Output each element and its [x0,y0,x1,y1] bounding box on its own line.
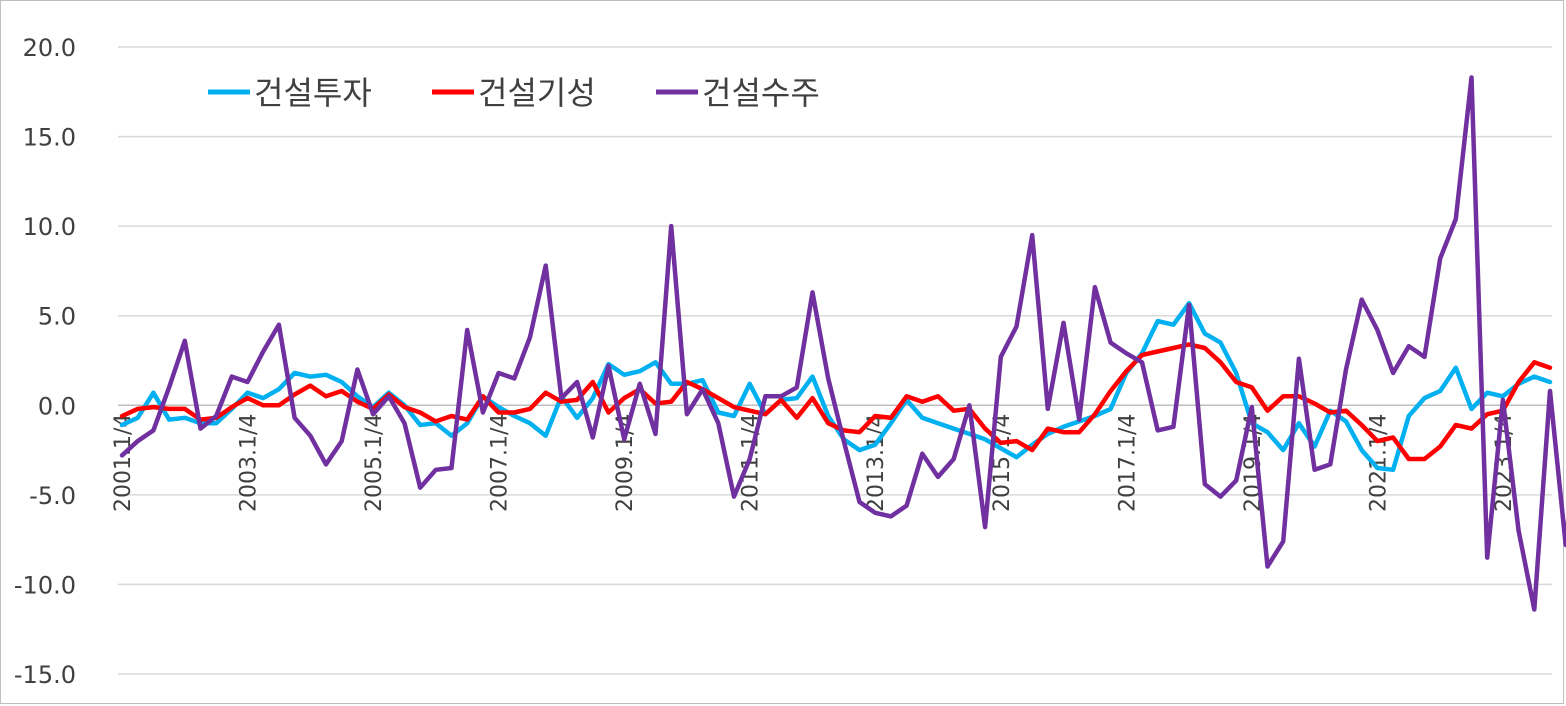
gridlines [118,46,1552,675]
y-tick-label: -10.0 [14,571,76,599]
y-tick-label: -15.0 [14,661,76,689]
y-tick-label: 5.0 [38,303,76,331]
y-tick-label: -5.0 [29,482,76,510]
legend: 건설투자 건설기성 건설수주 [208,74,820,112]
x-tick-label: 2017.1/4 [1115,414,1140,512]
x-tick-label: 2001.1/4 [111,414,136,512]
y-tick-label: 20.0 [23,34,76,62]
y-axis: 20.0 15.0 10.0 5.0 0.0 -5.0 -10.0 -15.0 [14,34,76,689]
legend-label: 건설투자 [254,74,372,112]
legend-label: 건설수주 [702,74,820,112]
x-tick-label: 2005.1/4 [362,414,387,512]
y-tick-label: 15.0 [23,124,76,152]
legend-label: 건설기성 [478,74,596,112]
series-lines [119,75,1566,612]
x-tick-label: 2003.1/4 [237,414,262,512]
x-tick-label: 2007.1/4 [488,414,513,512]
y-tick-label: 0.0 [38,392,76,420]
series-line [119,342,1553,462]
x-tick-label: 2011.1/4 [739,414,764,512]
series-line [119,75,1566,612]
x-axis: 2001.1/4 2003.1/4 2005.1/4 2007.1/4 2009.1/4… [111,414,1517,512]
y-tick-label: 10.0 [23,213,76,241]
